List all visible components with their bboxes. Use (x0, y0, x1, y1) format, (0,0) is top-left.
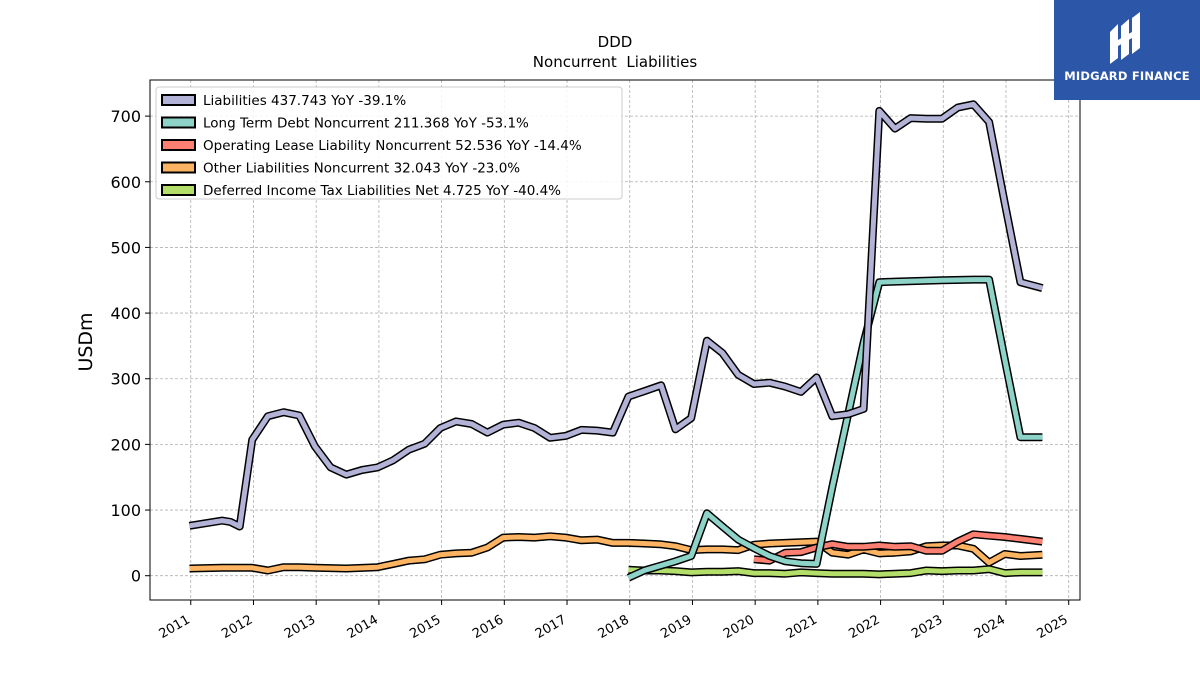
legend-item: Operating Lease Liability Noncurrent 52.… (161, 138, 582, 154)
x-tick-label: 2021 (784, 612, 820, 642)
legend-swatch (161, 94, 196, 106)
legend-item: Deferred Income Tax Liabilities Net 4.72… (161, 183, 561, 199)
x-tick-label: 2014 (345, 612, 381, 642)
series-line (628, 566, 1043, 577)
series-line (189, 101, 1044, 529)
series-other-liabilities-noncurrent (189, 532, 1043, 575)
y-tick-label: 300 (110, 370, 141, 389)
y-tick-label: 400 (110, 304, 141, 323)
legend: Liabilities 437.743 YoY -39.1% Long Term … (155, 86, 623, 200)
x-tick-label: 2022 (846, 612, 882, 642)
legend-box (155, 86, 623, 200)
legend-label: Deferred Income Tax Liabilities Net 4.72… (203, 183, 561, 199)
y-tick-label: 0 (131, 567, 141, 586)
legend-item: Long Term Debt Noncurrent 211.368 YoY -5… (161, 116, 529, 132)
series-operating-lease-liability-noncurrent (753, 530, 1043, 565)
chart-title: DDD (598, 33, 633, 51)
y-tick-label: 500 (110, 238, 141, 257)
legend-label: Operating Lease Liability Noncurrent 52.… (203, 138, 582, 154)
y-tick-label: 100 (110, 501, 141, 520)
y-axis-label: USDm (75, 312, 97, 371)
x-tick-label: 2015 (407, 612, 443, 642)
series-long-term-debt-noncurrent (626, 275, 1043, 582)
x-tick-label: 2013 (282, 612, 318, 642)
series-lines (188, 100, 1044, 582)
series-line (627, 277, 1043, 580)
legend-label: Long Term Debt Noncurrent 211.368 YoY -5… (203, 116, 529, 132)
legend-swatch (161, 139, 196, 151)
brand-logo: MIDGARD FINANCE (1054, 0, 1200, 100)
legend-label: Liabilities 437.743 YoY -39.1% (203, 93, 406, 109)
legend-swatch (161, 116, 196, 129)
chart-subtitle: Noncurrent Liabilities (533, 53, 698, 71)
series-line (189, 533, 1043, 573)
x-tick-label: 2025 (1035, 612, 1071, 642)
series-deferred-income-tax-liabilities-net (628, 565, 1043, 579)
legend-item: Liabilities 437.743 YoY -39.1% (161, 93, 406, 109)
legend-swatch (161, 184, 196, 196)
y-tick-label: 200 (110, 435, 141, 454)
legend-swatch (161, 161, 196, 174)
midgard-logo-icon (1110, 12, 1140, 64)
y-tick-label: 600 (110, 173, 141, 192)
x-tick-label: 2023 (909, 612, 945, 642)
legend-item: Other Liabilities Noncurrent 32.043 YoY … (161, 161, 520, 177)
series-line (753, 531, 1043, 564)
brand-name: MIDGARD FINANCE (1064, 69, 1190, 83)
y-tick-label: 700 (110, 107, 141, 126)
plot-frame (149, 79, 1081, 601)
x-tick-label: 2016 (470, 612, 506, 642)
x-tick-label: 2024 (972, 612, 1008, 642)
x-tick-label: 2020 (721, 612, 757, 642)
x-tick-label: 2011 (157, 612, 193, 642)
x-tick-label: 2017 (533, 612, 569, 642)
x-tick-label: 2012 (219, 612, 255, 642)
x-tick-label: 2019 (658, 612, 694, 642)
x-tick-label: 2018 (596, 612, 632, 642)
series-liabilities (188, 100, 1044, 531)
legend-label: Other Liabilities Noncurrent 32.043 YoY … (203, 161, 520, 177)
